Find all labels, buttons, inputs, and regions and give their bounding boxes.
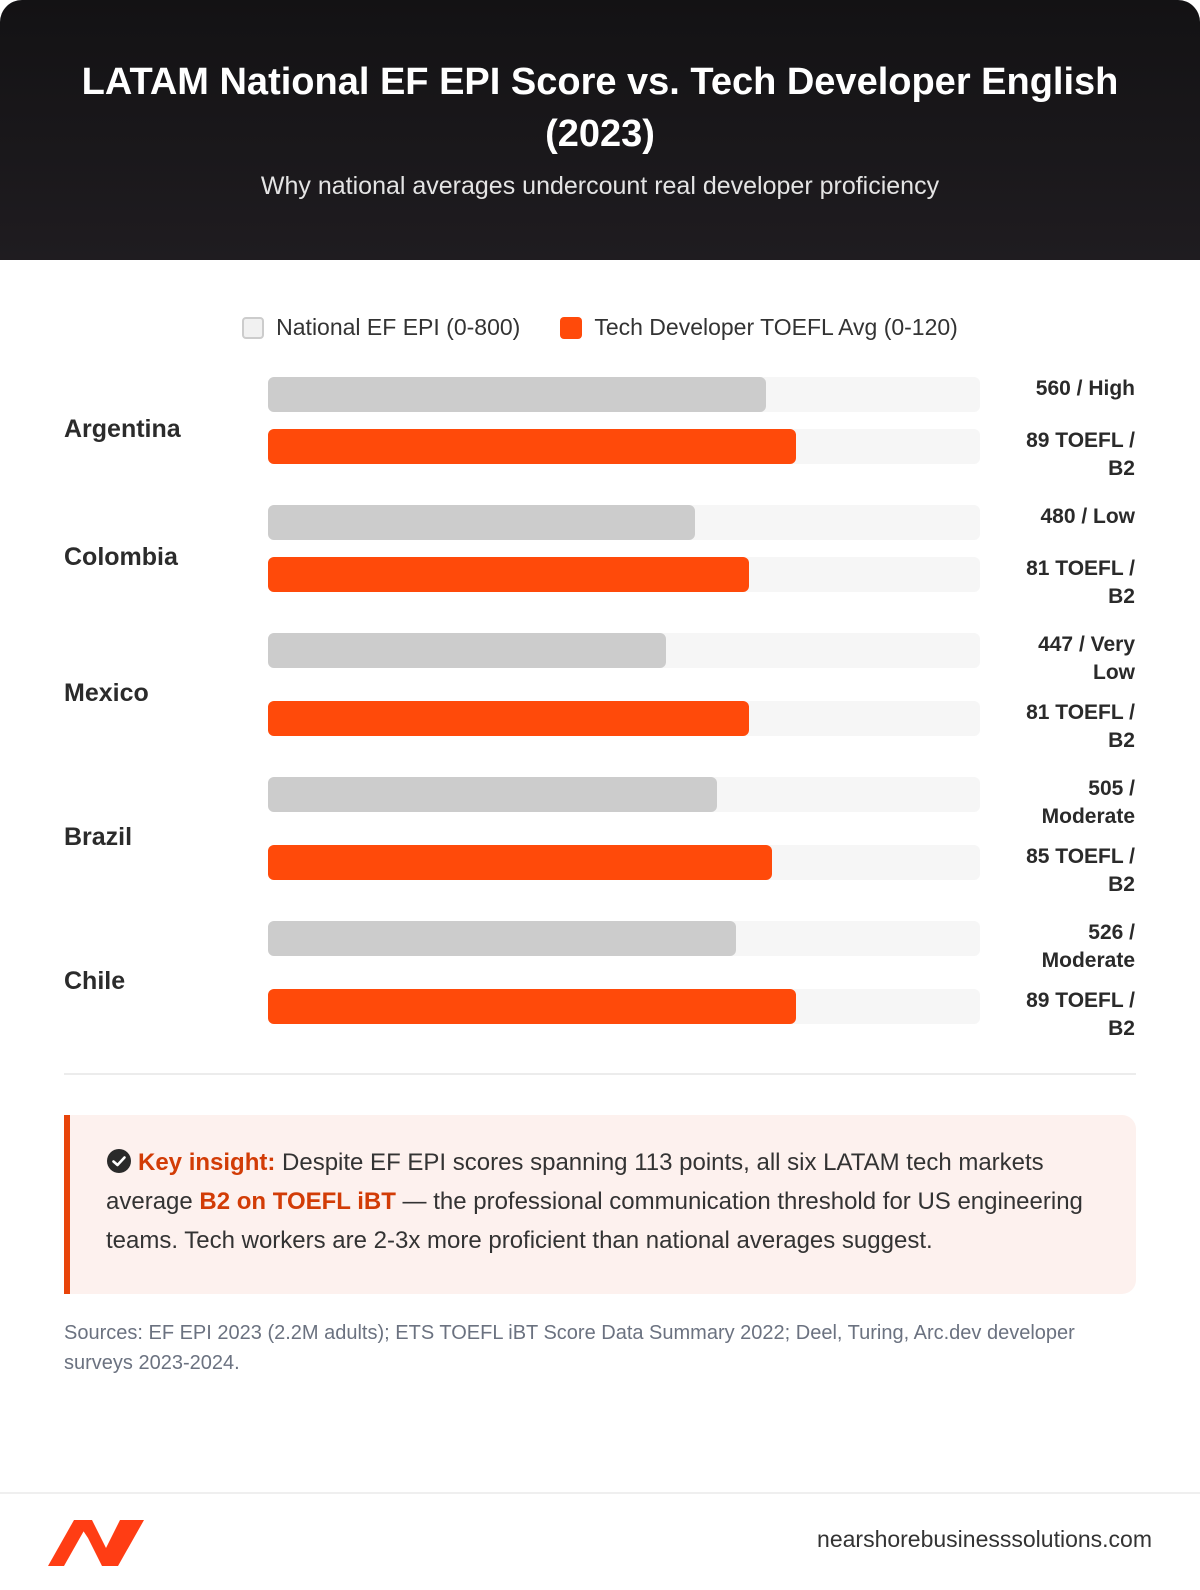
bar-track: [268, 921, 980, 956]
bar-group: Colombia 480 / Low 81 TOEFL / B2: [64, 503, 1136, 611]
sources: Sources: EF EPI 2023 (2.2M adults); ETS …: [64, 1322, 1075, 1374]
bar-group: Chile 526 / Moderate 89 TOEFL / B2: [64, 919, 1136, 1043]
check-icon: [107, 1149, 131, 1173]
insight-text: — the professional communication thresho…: [106, 1188, 1083, 1254]
bar-track: [268, 777, 980, 812]
bar: [268, 701, 749, 736]
insight-label: Key insight:: [138, 1149, 276, 1176]
value-label: 560 / High: [1035, 377, 1135, 400]
logo: [48, 1520, 144, 1566]
chart-title: LATAM National EF EPI Score vs. Tech Dev…: [81, 61, 1119, 155]
value-label: 81 TOEFL / B2: [1026, 701, 1135, 752]
bar: [268, 921, 737, 956]
value-label: 89 TOEFL / B2: [1026, 989, 1135, 1040]
bar-track: [268, 701, 980, 736]
bar-group: Mexico 447 / Very Low 81 TOEFL / B2: [64, 631, 1136, 755]
legend-swatch: [242, 316, 265, 339]
bar-track: [268, 633, 980, 668]
bar: [268, 505, 696, 540]
footer-domain: nearshorebusinesssolutions.com: [817, 1526, 1152, 1552]
legend-item: Tech Developer TOEFL Avg (0-120): [560, 314, 958, 341]
footer: nearshorebusinesssolutions.com: [0, 1492, 1200, 1590]
bar: [268, 377, 767, 412]
value-label: 505 / Moderate: [1041, 777, 1135, 828]
legend: National EF EPI (0-800) Tech Developer TO…: [0, 314, 1200, 341]
bar: [268, 989, 797, 1024]
bar-track: [268, 377, 980, 412]
header: LATAM National EF EPI Score vs. Tech Dev…: [0, 0, 1200, 260]
bar-track: [268, 989, 980, 1024]
value-label: 85 TOEFL / B2: [1026, 845, 1135, 896]
legend-label: National EF EPI (0-800): [276, 314, 521, 340]
bar-track: [268, 505, 980, 540]
category-label: Mexico: [64, 678, 149, 707]
bar: [268, 845, 773, 880]
bar: [268, 777, 718, 812]
value-label: 480 / Low: [1040, 505, 1135, 528]
chart-area: Argentina 560 / High 89 TOEFL / B2 Colombia…: [64, 375, 1136, 1043]
bar: [268, 429, 797, 464]
bar-track: [268, 429, 980, 464]
bar: [268, 557, 749, 592]
value-label: 89 TOEFL / B2: [1026, 429, 1135, 480]
category-label: Argentina: [64, 414, 181, 443]
bar-group: Brazil 505 / Moderate 85 TOEFL / B2: [64, 775, 1136, 899]
category-label: Brazil: [64, 822, 133, 851]
bar: [268, 633, 666, 668]
bar-group: Argentina 560 / High 89 TOEFL / B2: [64, 375, 1136, 483]
value-label: 81 TOEFL / B2: [1026, 557, 1135, 608]
legend-item: National EF EPI (0-800): [242, 314, 520, 341]
insight-text: Despite EF EPI scores spanning 113 point…: [106, 1149, 1044, 1215]
value-label: 526 / Moderate: [1041, 921, 1135, 972]
divider: [64, 1073, 1136, 1075]
value-label: 447 / Very Low: [1038, 633, 1135, 684]
category-label: Colombia: [64, 542, 178, 571]
bar-track: [268, 557, 980, 592]
bar-track: [268, 845, 980, 880]
legend-swatch: [560, 316, 583, 339]
insight-highlight: B2 on TOEFL iBT: [199, 1188, 396, 1215]
insight-box: Key insight: Despite EF EPI scores spann…: [64, 1115, 1136, 1294]
chart-subtitle: Why national averages undercount real de…: [260, 172, 940, 200]
legend-label: Tech Developer TOEFL Avg (0-120): [594, 314, 958, 340]
category-label: Chile: [64, 966, 126, 995]
